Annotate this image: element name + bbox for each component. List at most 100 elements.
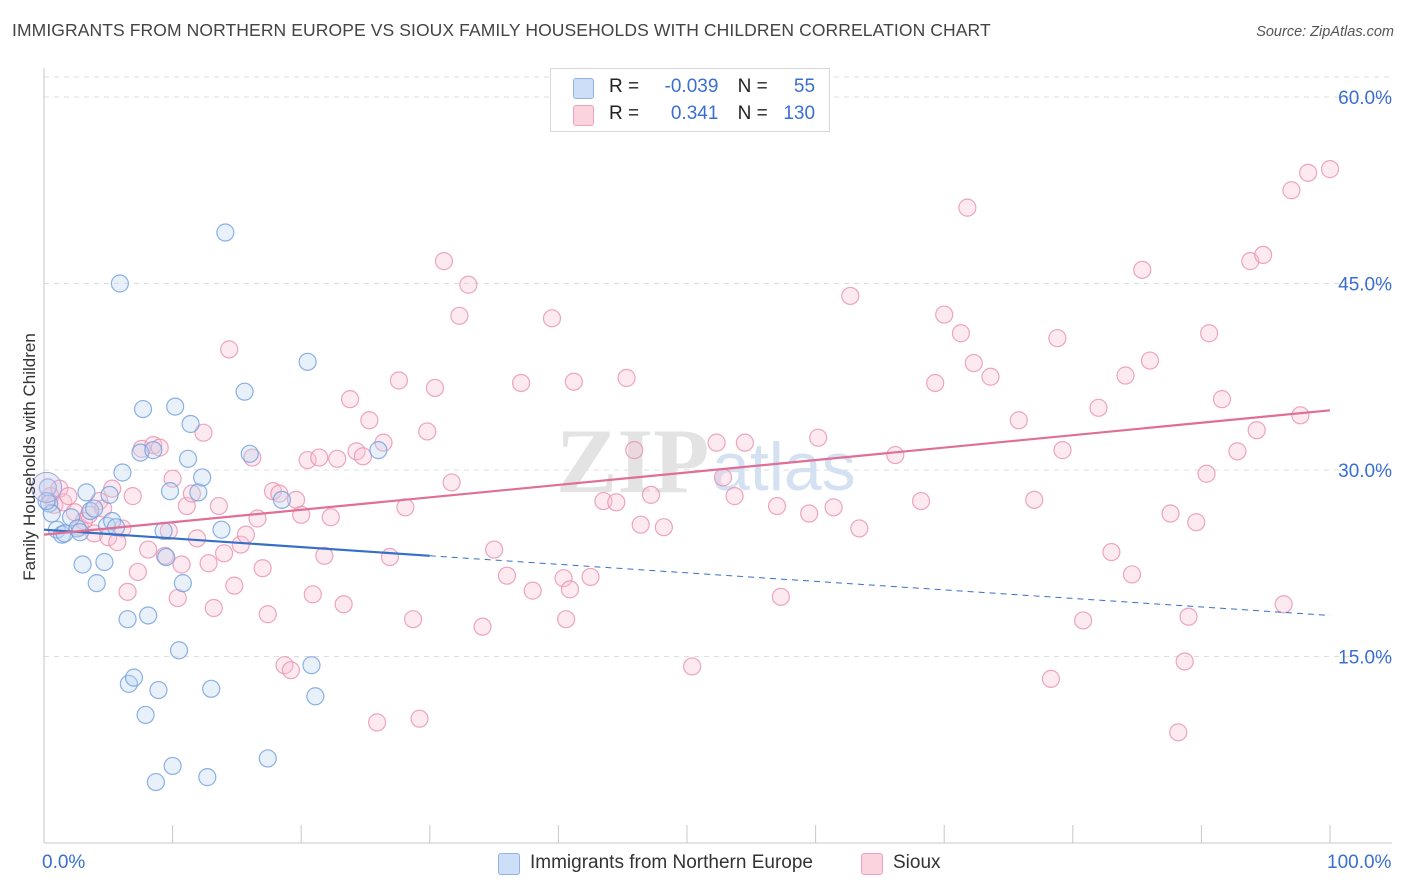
northern-europe-point <box>124 668 144 687</box>
x-axis-max-label: 100.0% <box>1327 852 1392 873</box>
sioux-point <box>258 605 277 624</box>
sioux-point <box>360 411 379 430</box>
northern-europe-point <box>110 274 129 293</box>
northern-europe-point <box>146 772 165 792</box>
sioux-point <box>403 610 423 629</box>
sioux-point <box>958 198 977 217</box>
sioux-point <box>1197 464 1216 483</box>
sioux-point <box>310 448 329 467</box>
sioux-point <box>735 433 754 452</box>
legend-swatch-blue <box>573 78 594 99</box>
northern-europe-point <box>240 444 259 463</box>
northern-europe-point <box>73 555 92 574</box>
sioux-point <box>951 324 971 343</box>
sioux-point <box>194 423 213 442</box>
sioux-point <box>172 555 191 574</box>
sioux-point <box>683 657 702 676</box>
sioux-point <box>59 487 78 506</box>
sioux-point <box>841 286 860 306</box>
correlation-legend: R = -0.039 N = 55 R = 0.341 N = 130 <box>550 68 830 132</box>
chart-title: IMMIGRANTS FROM NORTHERN EUROPE VS SIOUX… <box>12 20 991 40</box>
sioux-point <box>389 371 409 390</box>
sioux-point <box>1299 163 1318 182</box>
sioux-point <box>220 340 239 359</box>
northern-europe-point <box>202 679 221 698</box>
northern-europe-trend-extension <box>429 555 1331 616</box>
sioux-point <box>321 508 340 527</box>
northern-europe-point <box>38 478 57 497</box>
sioux-point <box>253 559 272 578</box>
sioux-point <box>353 447 373 466</box>
northern-europe-point <box>136 705 155 725</box>
y-tick-label: 45.0% <box>1338 275 1392 296</box>
northern-europe-point <box>235 382 254 401</box>
northern-europe-point <box>95 552 114 572</box>
sioux-point <box>225 576 244 595</box>
northern-europe-trend-line <box>43 528 430 557</box>
sioux-point <box>1025 490 1044 509</box>
northern-europe-point <box>61 508 81 527</box>
series-legend: Immigrants from Northern Europe Sioux <box>0 850 1406 880</box>
sioux-point <box>199 554 218 573</box>
sioux-point <box>128 562 147 582</box>
sioux-point <box>1041 669 1061 688</box>
legend-n-label: N = <box>737 103 768 124</box>
sioux-point <box>1122 565 1142 584</box>
northern-europe-point <box>37 491 56 511</box>
sioux-point <box>187 529 207 548</box>
northern-europe-point <box>166 397 185 416</box>
sioux-point <box>340 390 360 409</box>
sioux-point <box>1009 411 1028 430</box>
northern-europe-point <box>178 449 198 468</box>
sioux-point <box>1254 245 1273 265</box>
y-axis-label: Family Households with Children <box>20 333 39 581</box>
sioux-point <box>410 709 429 728</box>
legend-n-value: 55 <box>793 76 816 97</box>
northern-europe-point <box>169 641 189 660</box>
sioux-point <box>328 449 347 468</box>
sioux-point <box>459 275 478 294</box>
legend-r-label: R = <box>609 76 640 97</box>
northern-europe-point <box>193 468 212 487</box>
sioux-point <box>214 544 234 563</box>
sioux-point <box>1161 504 1180 523</box>
series-legend-label: Immigrants from Northern Europe <box>530 852 813 873</box>
legend-n-value: 130 <box>783 103 816 124</box>
sioux-point <box>617 368 636 388</box>
sioux-point <box>1048 329 1067 348</box>
northern-europe-point <box>157 547 176 567</box>
sioux-point <box>1116 366 1135 385</box>
sioux-point <box>625 441 644 460</box>
legend-r-value: 0.341 <box>670 103 719 124</box>
sioux-trend-line <box>43 409 1331 536</box>
sioux-point <box>434 252 454 271</box>
northern-europe-point <box>149 680 168 700</box>
northern-europe-point <box>100 485 119 504</box>
sioux-point <box>560 580 580 599</box>
sioux-point <box>926 373 945 393</box>
sioux-point <box>450 306 469 325</box>
northern-europe-point <box>144 441 163 460</box>
sioux-point <box>512 373 531 393</box>
northern-europe-point <box>272 490 292 509</box>
sioux-point <box>850 519 869 538</box>
sioux-point <box>182 484 201 503</box>
sioux-point <box>1169 723 1188 742</box>
source-label: Source: ZipAtlas.com <box>1256 24 1394 40</box>
sioux-point <box>713 468 733 487</box>
sioux-point <box>824 498 843 517</box>
sioux-point <box>380 547 400 567</box>
y-tick-label: 60.0% <box>1338 88 1392 109</box>
sioux-point <box>236 525 256 544</box>
x-axis-min-label: 0.0% <box>42 852 86 873</box>
northern-europe-point <box>369 441 388 460</box>
sioux-point <box>425 378 445 398</box>
sioux-point <box>209 496 228 516</box>
northern-europe-point <box>302 656 321 675</box>
sioux-point <box>442 473 461 492</box>
northern-europe-point <box>216 223 235 242</box>
sioux-point <box>155 546 174 565</box>
northern-europe-point <box>113 463 132 482</box>
series-legend-label: Sioux <box>893 852 941 873</box>
